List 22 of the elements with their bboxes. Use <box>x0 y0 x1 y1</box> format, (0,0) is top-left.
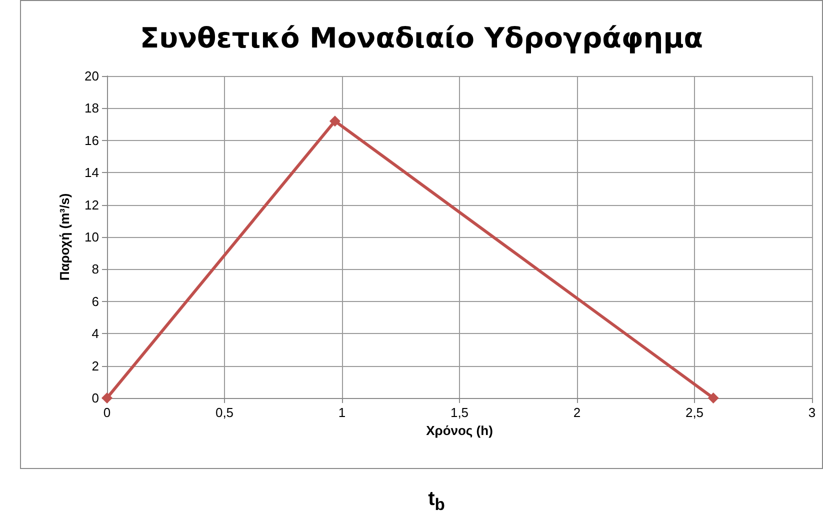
y-axis-title: Παροχή (m³/s) <box>57 193 72 281</box>
x-tick-label: 3 <box>808 405 816 420</box>
x-tick-label: 0 <box>103 405 111 420</box>
x-tick-label: 1,5 <box>450 405 469 420</box>
y-tick-label: 2 <box>92 358 99 374</box>
y-tick-label: 8 <box>92 262 99 277</box>
x-tick-label: 0,5 <box>215 405 234 420</box>
chart-title: Συνθετικό Μοναδιαίο Υδρογράφημα <box>140 22 704 54</box>
text: t$_{b}$ <box>427 488 446 515</box>
y-tick-label: 12 <box>84 197 99 212</box>
x-tick-label: 2 <box>573 405 581 420</box>
x-tick-label: 2,5 <box>685 405 704 420</box>
y-tick-label: 0 <box>92 390 99 406</box>
x-tick-label: 1 <box>338 405 346 420</box>
y-tick-label: 6 <box>92 294 99 309</box>
y-tick-label: 4 <box>92 326 99 342</box>
x-axis-title: Χρόνος (h) <box>426 422 493 438</box>
y-tick-label: 18 <box>84 100 99 116</box>
y-tick-label: 14 <box>84 165 99 180</box>
y-tick-label: 10 <box>84 230 99 244</box>
y-tick-label: 20 <box>84 68 99 84</box>
y-tick-label: 16 <box>84 132 99 148</box>
